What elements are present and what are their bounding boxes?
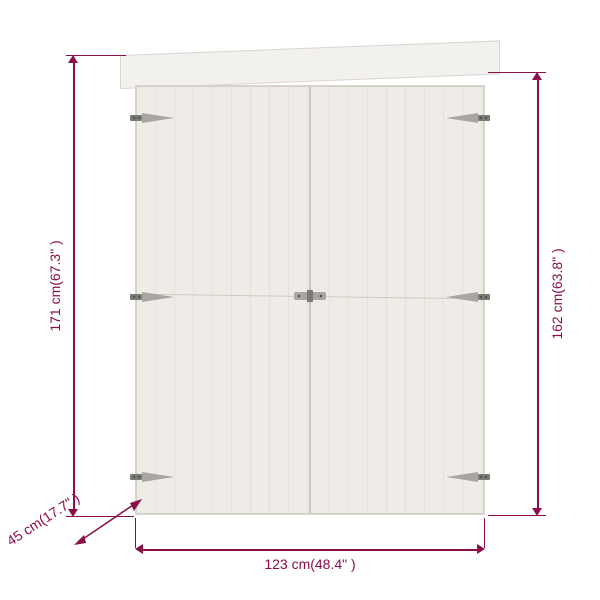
dimension-depth bbox=[72, 495, 144, 549]
shed-body bbox=[135, 85, 485, 515]
hinge-icon bbox=[130, 112, 176, 124]
hinge-icon bbox=[444, 112, 490, 124]
dimension-height-left bbox=[64, 55, 84, 517]
hinge-icon bbox=[130, 291, 176, 303]
extension-line bbox=[66, 55, 126, 56]
diagram-canvas: 123 cm(48.4" ) 171 cm(67.3" ) 162 cm(63.… bbox=[0, 0, 600, 600]
extension-line bbox=[488, 515, 546, 516]
dimension-height-right bbox=[528, 72, 548, 516]
dimension-height-left-label: 171 cm(67.3" ) bbox=[47, 221, 63, 351]
dimension-width-label: 123 cm(48.4" ) bbox=[135, 556, 485, 572]
dimension-height-right-label: 162 cm(63.8" ) bbox=[549, 229, 565, 359]
latch-icon bbox=[290, 288, 330, 304]
hinge-icon bbox=[444, 291, 490, 303]
extension-line bbox=[488, 72, 546, 73]
extension-line bbox=[484, 518, 485, 548]
hinge-icon bbox=[130, 471, 176, 483]
hinge-icon bbox=[444, 471, 490, 483]
shed-roof bbox=[120, 40, 500, 89]
